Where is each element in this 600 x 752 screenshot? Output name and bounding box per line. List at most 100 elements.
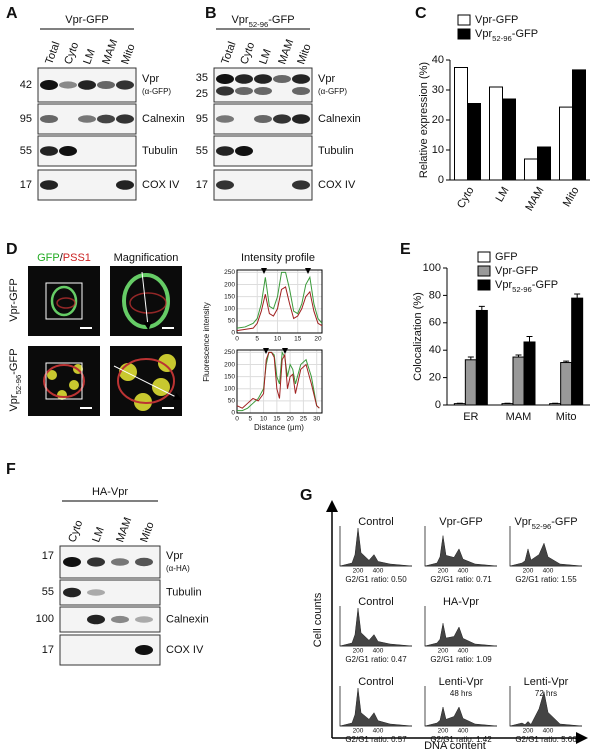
panel-label: B xyxy=(205,5,217,22)
histogram xyxy=(424,623,498,647)
band xyxy=(116,114,134,124)
x-tick-label: 0 xyxy=(235,416,239,423)
y-tick-label: 50 xyxy=(228,398,236,405)
band xyxy=(63,587,81,598)
ratio-label: G2/G1 ratio: 5.66 xyxy=(515,735,577,744)
error-bar xyxy=(563,360,570,363)
band xyxy=(273,114,291,124)
blot-strip xyxy=(59,606,161,633)
ratio-label: G2/G1 ratio: 1.42 xyxy=(430,735,492,744)
y-tick-label: 20 xyxy=(429,372,441,384)
bar xyxy=(464,359,477,406)
histogram xyxy=(509,691,583,727)
y-tick-label: 80 xyxy=(429,289,441,301)
x-tick-label: Mito xyxy=(556,411,577,423)
histogram-title: Vpr-GFP xyxy=(439,516,482,528)
row-label: Vpr xyxy=(166,550,183,562)
histogram xyxy=(339,527,413,567)
stain-label: GFP/PSS1 xyxy=(37,252,91,264)
bar xyxy=(502,98,516,181)
column-header: Magnification xyxy=(114,252,179,264)
mw-marker: 55 xyxy=(20,145,32,157)
lane-label: LM xyxy=(90,526,107,544)
antibody-label: (α-GFP) xyxy=(318,87,347,96)
mw-marker: 17 xyxy=(42,644,54,656)
label-part: Vpr xyxy=(495,279,512,291)
x-tick-label: 10 xyxy=(274,336,282,343)
label-part: -GFP xyxy=(8,348,20,374)
band xyxy=(87,614,105,625)
band xyxy=(292,74,310,84)
legend-label: Vpr-GFP xyxy=(495,265,538,277)
x-tick-label: 10 xyxy=(260,416,268,423)
error-bar xyxy=(574,293,581,299)
y-tick-label: 250 xyxy=(224,349,235,356)
x-tick-label: 200 xyxy=(438,648,449,655)
band xyxy=(292,87,310,95)
band xyxy=(87,589,105,596)
profile-line xyxy=(141,271,152,330)
cell xyxy=(50,285,78,317)
blot-strip xyxy=(59,634,161,666)
band xyxy=(59,81,77,89)
x-tick-label: 200 xyxy=(523,728,534,735)
label-part: 52-96 xyxy=(249,20,269,29)
y-tick-label: 0 xyxy=(231,330,235,337)
histogram xyxy=(424,706,498,727)
band xyxy=(216,86,234,96)
arrowhead xyxy=(282,348,288,354)
label-part: 52-96 xyxy=(512,285,532,294)
row-label: Tubulin xyxy=(166,586,202,598)
band xyxy=(292,114,310,124)
lane-label: LM xyxy=(257,48,274,66)
row-label: Calnexin xyxy=(318,113,361,125)
bar xyxy=(559,106,573,181)
label-part: 52-96 xyxy=(14,375,23,395)
error-bar xyxy=(467,356,474,360)
band xyxy=(40,80,58,90)
profile-line xyxy=(236,286,323,332)
organelle xyxy=(119,363,137,381)
bar xyxy=(572,69,586,181)
blot-title: HA-Vpr xyxy=(92,486,128,498)
micrograph xyxy=(28,346,100,416)
row-label: COX IV xyxy=(166,644,204,656)
x-tick-label: 20 xyxy=(314,336,322,343)
x-tick-label: 400 xyxy=(543,568,554,575)
y-tick-label: 250 xyxy=(224,269,235,276)
x-tick-label: MAM xyxy=(523,185,546,213)
y-tick-label: 10 xyxy=(432,144,444,156)
band xyxy=(40,115,58,123)
x-tick-label: 200 xyxy=(353,568,364,575)
organelle xyxy=(47,370,57,380)
inset-box xyxy=(45,362,83,400)
histogram-title: Lenti-Vpr xyxy=(524,676,569,688)
cell xyxy=(117,358,175,404)
row-label: Tubulin xyxy=(142,145,178,157)
x-tick-label: MAM xyxy=(506,411,532,423)
x-axis-label: Distance (μm) xyxy=(254,423,304,432)
band xyxy=(254,115,272,123)
x-tick-label: 200 xyxy=(353,728,364,735)
label-part: Vpr xyxy=(475,28,492,40)
bar xyxy=(523,341,536,406)
lane-label: MAM xyxy=(100,38,120,66)
histogram xyxy=(339,687,413,727)
histogram-title: Control xyxy=(358,516,393,528)
organelle xyxy=(158,354,176,372)
bar xyxy=(549,403,562,406)
x-tick-label: 400 xyxy=(458,728,469,735)
x-tick-label: Mito xyxy=(561,185,582,209)
bar xyxy=(560,362,573,406)
error-bar xyxy=(526,336,533,342)
mw-marker: 55 xyxy=(196,145,208,157)
y-tick-label: 100 xyxy=(224,305,235,312)
band xyxy=(235,87,253,95)
label-part: Vpr xyxy=(8,394,20,411)
panel-label: E xyxy=(400,241,411,258)
profile-line xyxy=(113,365,182,400)
blot-title: Vpr-GFP xyxy=(65,14,108,26)
bar xyxy=(454,67,468,181)
legend-swatch xyxy=(477,265,491,277)
arrowhead xyxy=(305,268,311,274)
